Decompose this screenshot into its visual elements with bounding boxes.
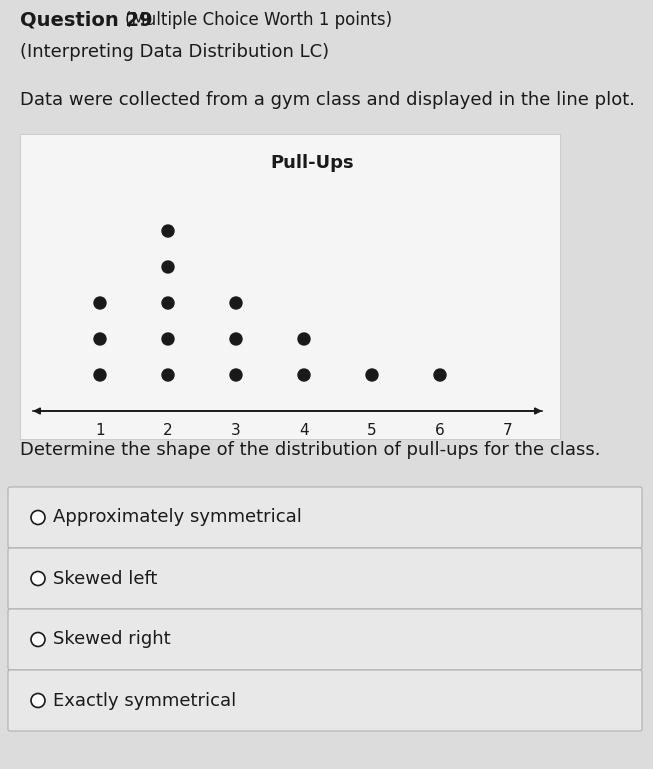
Circle shape xyxy=(230,369,242,381)
Text: 7: 7 xyxy=(503,423,513,438)
Circle shape xyxy=(94,333,106,345)
Circle shape xyxy=(366,369,378,381)
Circle shape xyxy=(94,297,106,309)
FancyBboxPatch shape xyxy=(8,487,642,548)
Circle shape xyxy=(31,571,45,585)
Text: 5: 5 xyxy=(367,423,377,438)
FancyBboxPatch shape xyxy=(8,609,642,670)
Circle shape xyxy=(31,694,45,707)
Circle shape xyxy=(298,333,310,345)
Text: 4: 4 xyxy=(299,423,309,438)
Circle shape xyxy=(31,511,45,524)
Text: 2: 2 xyxy=(163,423,173,438)
Text: Exactly symmetrical: Exactly symmetrical xyxy=(53,691,236,710)
Text: 3: 3 xyxy=(231,423,241,438)
Circle shape xyxy=(31,632,45,647)
Text: Skewed right: Skewed right xyxy=(53,631,170,648)
Circle shape xyxy=(230,333,242,345)
Text: (Multiple Choice Worth 1 points): (Multiple Choice Worth 1 points) xyxy=(125,11,392,29)
Text: 6: 6 xyxy=(435,423,445,438)
Text: Approximately symmetrical: Approximately symmetrical xyxy=(53,508,302,527)
Text: (Interpreting Data Distribution LC): (Interpreting Data Distribution LC) xyxy=(20,43,329,61)
FancyBboxPatch shape xyxy=(20,134,560,439)
Circle shape xyxy=(162,369,174,381)
Circle shape xyxy=(298,369,310,381)
Text: Determine the shape of the distribution of pull-ups for the class.: Determine the shape of the distribution … xyxy=(20,441,601,459)
Circle shape xyxy=(162,333,174,345)
Circle shape xyxy=(230,297,242,309)
FancyBboxPatch shape xyxy=(8,548,642,609)
Text: Question 29: Question 29 xyxy=(20,10,153,29)
Circle shape xyxy=(434,369,446,381)
Circle shape xyxy=(162,225,174,237)
FancyBboxPatch shape xyxy=(8,670,642,731)
Text: Skewed left: Skewed left xyxy=(53,570,157,588)
Circle shape xyxy=(162,261,174,273)
Circle shape xyxy=(162,297,174,309)
Text: 1: 1 xyxy=(95,423,105,438)
Text: Pull-Ups: Pull-Ups xyxy=(270,154,354,172)
Text: Data were collected from a gym class and displayed in the line plot.: Data were collected from a gym class and… xyxy=(20,91,635,109)
Circle shape xyxy=(94,369,106,381)
